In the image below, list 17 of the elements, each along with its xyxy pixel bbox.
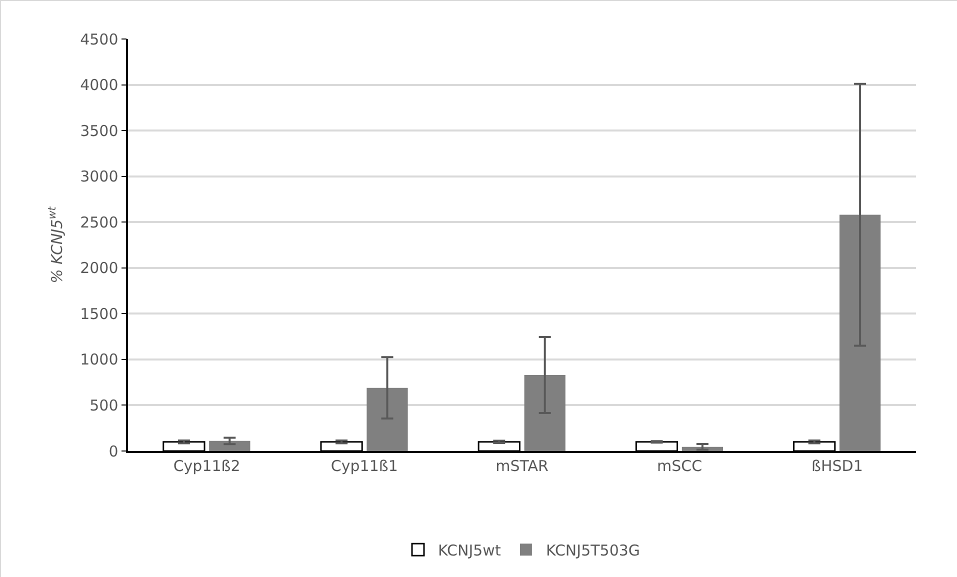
- legend-label: KCNJ5wt: [438, 542, 501, 560]
- x-tick-label: Cyp11ß1: [330, 457, 398, 475]
- x-tick-label: ßHSD1: [812, 457, 863, 475]
- y-tick-label: 4000: [80, 76, 118, 94]
- legend-label: KCNJ5T503G: [546, 542, 640, 560]
- x-tick-label: mSTAR: [496, 457, 548, 475]
- y-tick-label: 3000: [80, 168, 118, 186]
- y-tick-label: 2000: [80, 259, 118, 278]
- y-tick-label: 1500: [80, 304, 118, 323]
- y-tick-label: 4500: [80, 30, 118, 48]
- x-tick-label: Cyp11ß2: [173, 457, 240, 475]
- y-tick-label: 1000: [80, 350, 118, 369]
- y-tick-label: 3500: [80, 122, 118, 140]
- x-tick-label: mSCC: [657, 457, 702, 475]
- y-tick-label: 500: [90, 396, 118, 414]
- y-tick-label: 0: [108, 442, 118, 460]
- y-tick-label: 2500: [80, 213, 118, 232]
